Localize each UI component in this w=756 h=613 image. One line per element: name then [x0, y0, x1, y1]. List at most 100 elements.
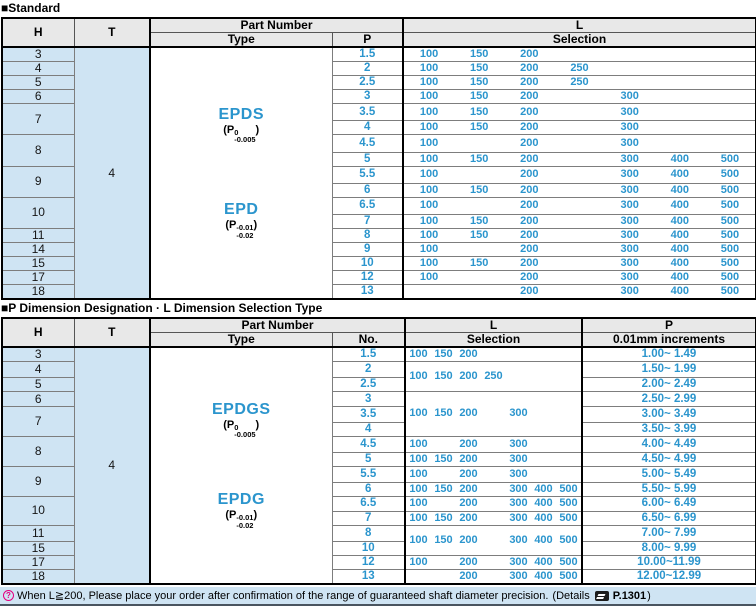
l-value: 100	[409, 467, 428, 480]
tolerance-lower: -0.02	[236, 520, 254, 530]
l-selection-cell: 100 200 300 400 500	[402, 270, 756, 285]
l-value: 150	[470, 183, 489, 196]
l-selection-values: 100 200 300 400 500	[405, 243, 755, 256]
footer-details-prefix: (Details	[552, 589, 590, 602]
l-selection-values: 100 150 200 300 400 500	[405, 183, 755, 196]
l-value: 200	[520, 285, 539, 297]
p-value-cell: 5	[331, 151, 404, 167]
tolerance-lower: -0.005	[234, 135, 256, 145]
l-selection-values: 100 200 300 400 500	[405, 271, 755, 284]
l-value: 400	[534, 482, 553, 495]
p-value-cell: 12	[331, 270, 404, 285]
tolerance-lower: -0.005	[234, 430, 256, 440]
tolerance-upper: 0	[234, 422, 239, 432]
table-row: 17 12 100 200 300 400 500	[1, 270, 756, 285]
l-value: 150	[470, 90, 489, 103]
l-value: 300	[620, 105, 639, 118]
l-selection-cell: 100 150 200 300 400 500	[404, 525, 583, 556]
tolerance-close: )	[255, 418, 260, 431]
l-value	[554, 48, 604, 61]
l-selection-cell: 100 150 200 300 400 500	[402, 182, 756, 198]
l-value: 150	[470, 62, 489, 75]
table-row: 5 2.5 100 150 200 250	[1, 75, 756, 90]
l-selection-values: 200 300 400 500	[405, 285, 755, 298]
l-value: 300	[620, 215, 639, 228]
l-value: 400	[534, 570, 553, 582]
l-value: 500	[720, 215, 740, 228]
l-value: 200	[459, 482, 478, 495]
l-value: 100	[419, 229, 439, 242]
p-range-cell: 3.50~ 3.99	[581, 422, 756, 438]
l-value	[556, 348, 581, 361]
l-selection-cell: 100 150 200 250	[402, 61, 756, 76]
l-value	[454, 285, 504, 298]
l-value: 300	[509, 512, 528, 525]
l-selection-cell: 100 200 300	[402, 134, 756, 153]
l-value: 300	[509, 556, 528, 569]
l-selection-cell: 100 150 200 300 400 500	[402, 256, 756, 271]
l-value	[554, 244, 604, 256]
type-list: EPDS (P 0 -0.005) EPD (P -0.01 -0.02)	[152, 48, 331, 298]
tolerance-stack: -0.01 -0.02	[236, 224, 253, 239]
l-value: 500	[559, 570, 578, 582]
l-selection-values: 100 150 200 300	[405, 105, 755, 119]
l-value	[554, 122, 604, 134]
table-row: 3 4 EPDS (P 0 -0.005) EPD (P -0.01 -0.02) 1.5 100 15…	[1, 46, 756, 300]
l-value: 200	[520, 76, 539, 89]
l-value: 100	[419, 168, 439, 181]
tolerance-base: (P	[223, 418, 235, 431]
l-value	[531, 453, 556, 465]
l-selection-cell: 100 150 200	[402, 46, 756, 62]
l-value	[554, 199, 604, 212]
l-value: 200	[520, 90, 539, 103]
l-value: 200	[520, 243, 539, 256]
l-value: 300	[509, 497, 528, 510]
type-tolerance: (P -0.01 -0.02)	[224, 220, 258, 239]
type-block: EPDG (P -0.01 -0.02)	[218, 492, 265, 529]
table-row: 9 5.5 100 200 300 5.00~ 5.49	[1, 465, 756, 497]
l-selection-cell: 100 150 200 300 400 500	[402, 214, 756, 229]
p-value-cell: 7	[331, 214, 404, 229]
column-header-p-increments: 0.01mm increments	[581, 332, 756, 348]
l-value	[531, 348, 556, 361]
l-value: 150	[434, 348, 453, 360]
l-value: 500	[720, 285, 740, 297]
l-value: 400	[534, 534, 553, 547]
l-value: 300	[620, 183, 639, 196]
l-value: 400	[670, 271, 689, 284]
l-value: 100	[419, 257, 439, 270]
p-range-cell: 6.00~ 6.49	[581, 495, 756, 513]
l-value: 150	[434, 407, 453, 420]
table-row: 8 4.5 100 200 300	[1, 134, 756, 167]
p-range-cell: 5.00~ 5.49	[581, 465, 756, 483]
l-selection-values: 100 200 300	[405, 137, 755, 150]
table-row: 5 2.5 2.00~ 2.49	[1, 376, 756, 392]
column-header-p: P	[581, 317, 756, 333]
l-value	[556, 468, 581, 481]
h-value-cell: 3	[1, 46, 75, 62]
l-value	[481, 438, 506, 451]
no-value-cell: 13	[331, 569, 406, 585]
l-value: 200	[459, 534, 478, 547]
l-selection-values: 100 150 200 300	[407, 452, 581, 465]
no-value-cell: 3.5	[331, 406, 406, 424]
table-row: 18 13 200 300 400 500	[1, 284, 756, 300]
l-value: 200	[459, 452, 478, 465]
h-value-cell: 18	[1, 284, 75, 300]
footer-page-reference: P.1301	[612, 589, 647, 602]
h-value-cell: 6	[1, 390, 75, 408]
no-value-cell: 1.5	[331, 346, 406, 362]
h-value-cell: 7	[1, 406, 75, 438]
h-value-cell: 6	[1, 89, 75, 104]
l-value: 200	[520, 229, 539, 242]
no-value-cell: 2	[331, 361, 406, 378]
l-value: 100	[409, 407, 428, 420]
l-value	[705, 137, 755, 150]
l-value: 300	[509, 482, 528, 495]
table-row: 7 3.5 100 150 200 300	[1, 102, 756, 136]
l-value: 100	[419, 183, 439, 196]
p-range-cell: 7.00~ 7.99	[581, 525, 756, 542]
p-range-cell: 10.00~11.99	[581, 555, 756, 570]
l-value	[454, 272, 504, 284]
l-value: 500	[559, 534, 578, 547]
